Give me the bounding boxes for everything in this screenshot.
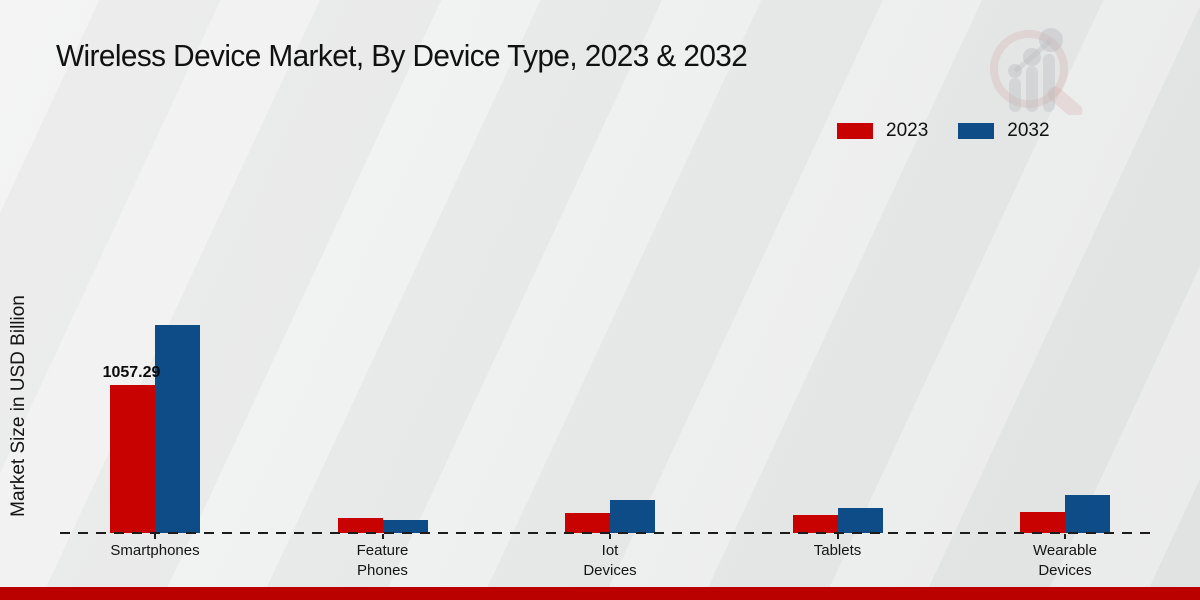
bar-2032-tablets — [837, 508, 883, 533]
bar-2023-feature-phones — [337, 518, 383, 533]
legend-swatch-2032 — [958, 123, 995, 139]
x-axis-tick-iot-devices — [609, 534, 611, 539]
category-label-feature-phones: Feature Phones — [356, 542, 409, 579]
watermark-logo-icon — [990, 28, 1083, 115]
legend: 2023 2032 — [837, 120, 1050, 142]
x-axis-tick-tablets — [836, 534, 839, 539]
legend-label-2023: 2023 — [886, 120, 929, 141]
x-axis-baseline — [60, 532, 1158, 534]
bar-2023-smartphones — [110, 385, 155, 533]
legend-swatch-2023 — [837, 123, 873, 139]
footer-band — [0, 587, 1200, 600]
legend-item-2023: 2023 — [837, 120, 928, 142]
category-label-tablets: Tablets — [813, 542, 862, 559]
bar-2023-iot-devices — [565, 513, 610, 533]
bar-2023-tablets — [792, 515, 838, 533]
category-label-iot-devices: Iot Devices — [583, 542, 637, 579]
legend-item-2032: 2032 — [958, 120, 1050, 142]
bar-2032-feature-phones — [382, 520, 428, 533]
legend-label-2032: 2032 — [1007, 120, 1050, 141]
bar-2032-smartphones — [155, 325, 200, 533]
chart-title: Wireless Device Market, By Device Type, … — [56, 38, 748, 73]
x-axis-tick-feature-phones — [381, 534, 384, 539]
x-axis-tick-wearable-devices — [1064, 534, 1066, 539]
category-label-wearable-devices: Wearable Devices — [1033, 542, 1097, 579]
x-axis-tick-smartphones — [154, 534, 156, 539]
bar-2032-wearable-devices — [1065, 495, 1110, 533]
bar-2023-wearable-devices — [1020, 512, 1065, 533]
bar-2032-iot-devices — [610, 500, 655, 533]
bar-value-label: 1057.29 — [102, 364, 161, 381]
category-label-smartphones: Smartphones — [110, 542, 200, 559]
